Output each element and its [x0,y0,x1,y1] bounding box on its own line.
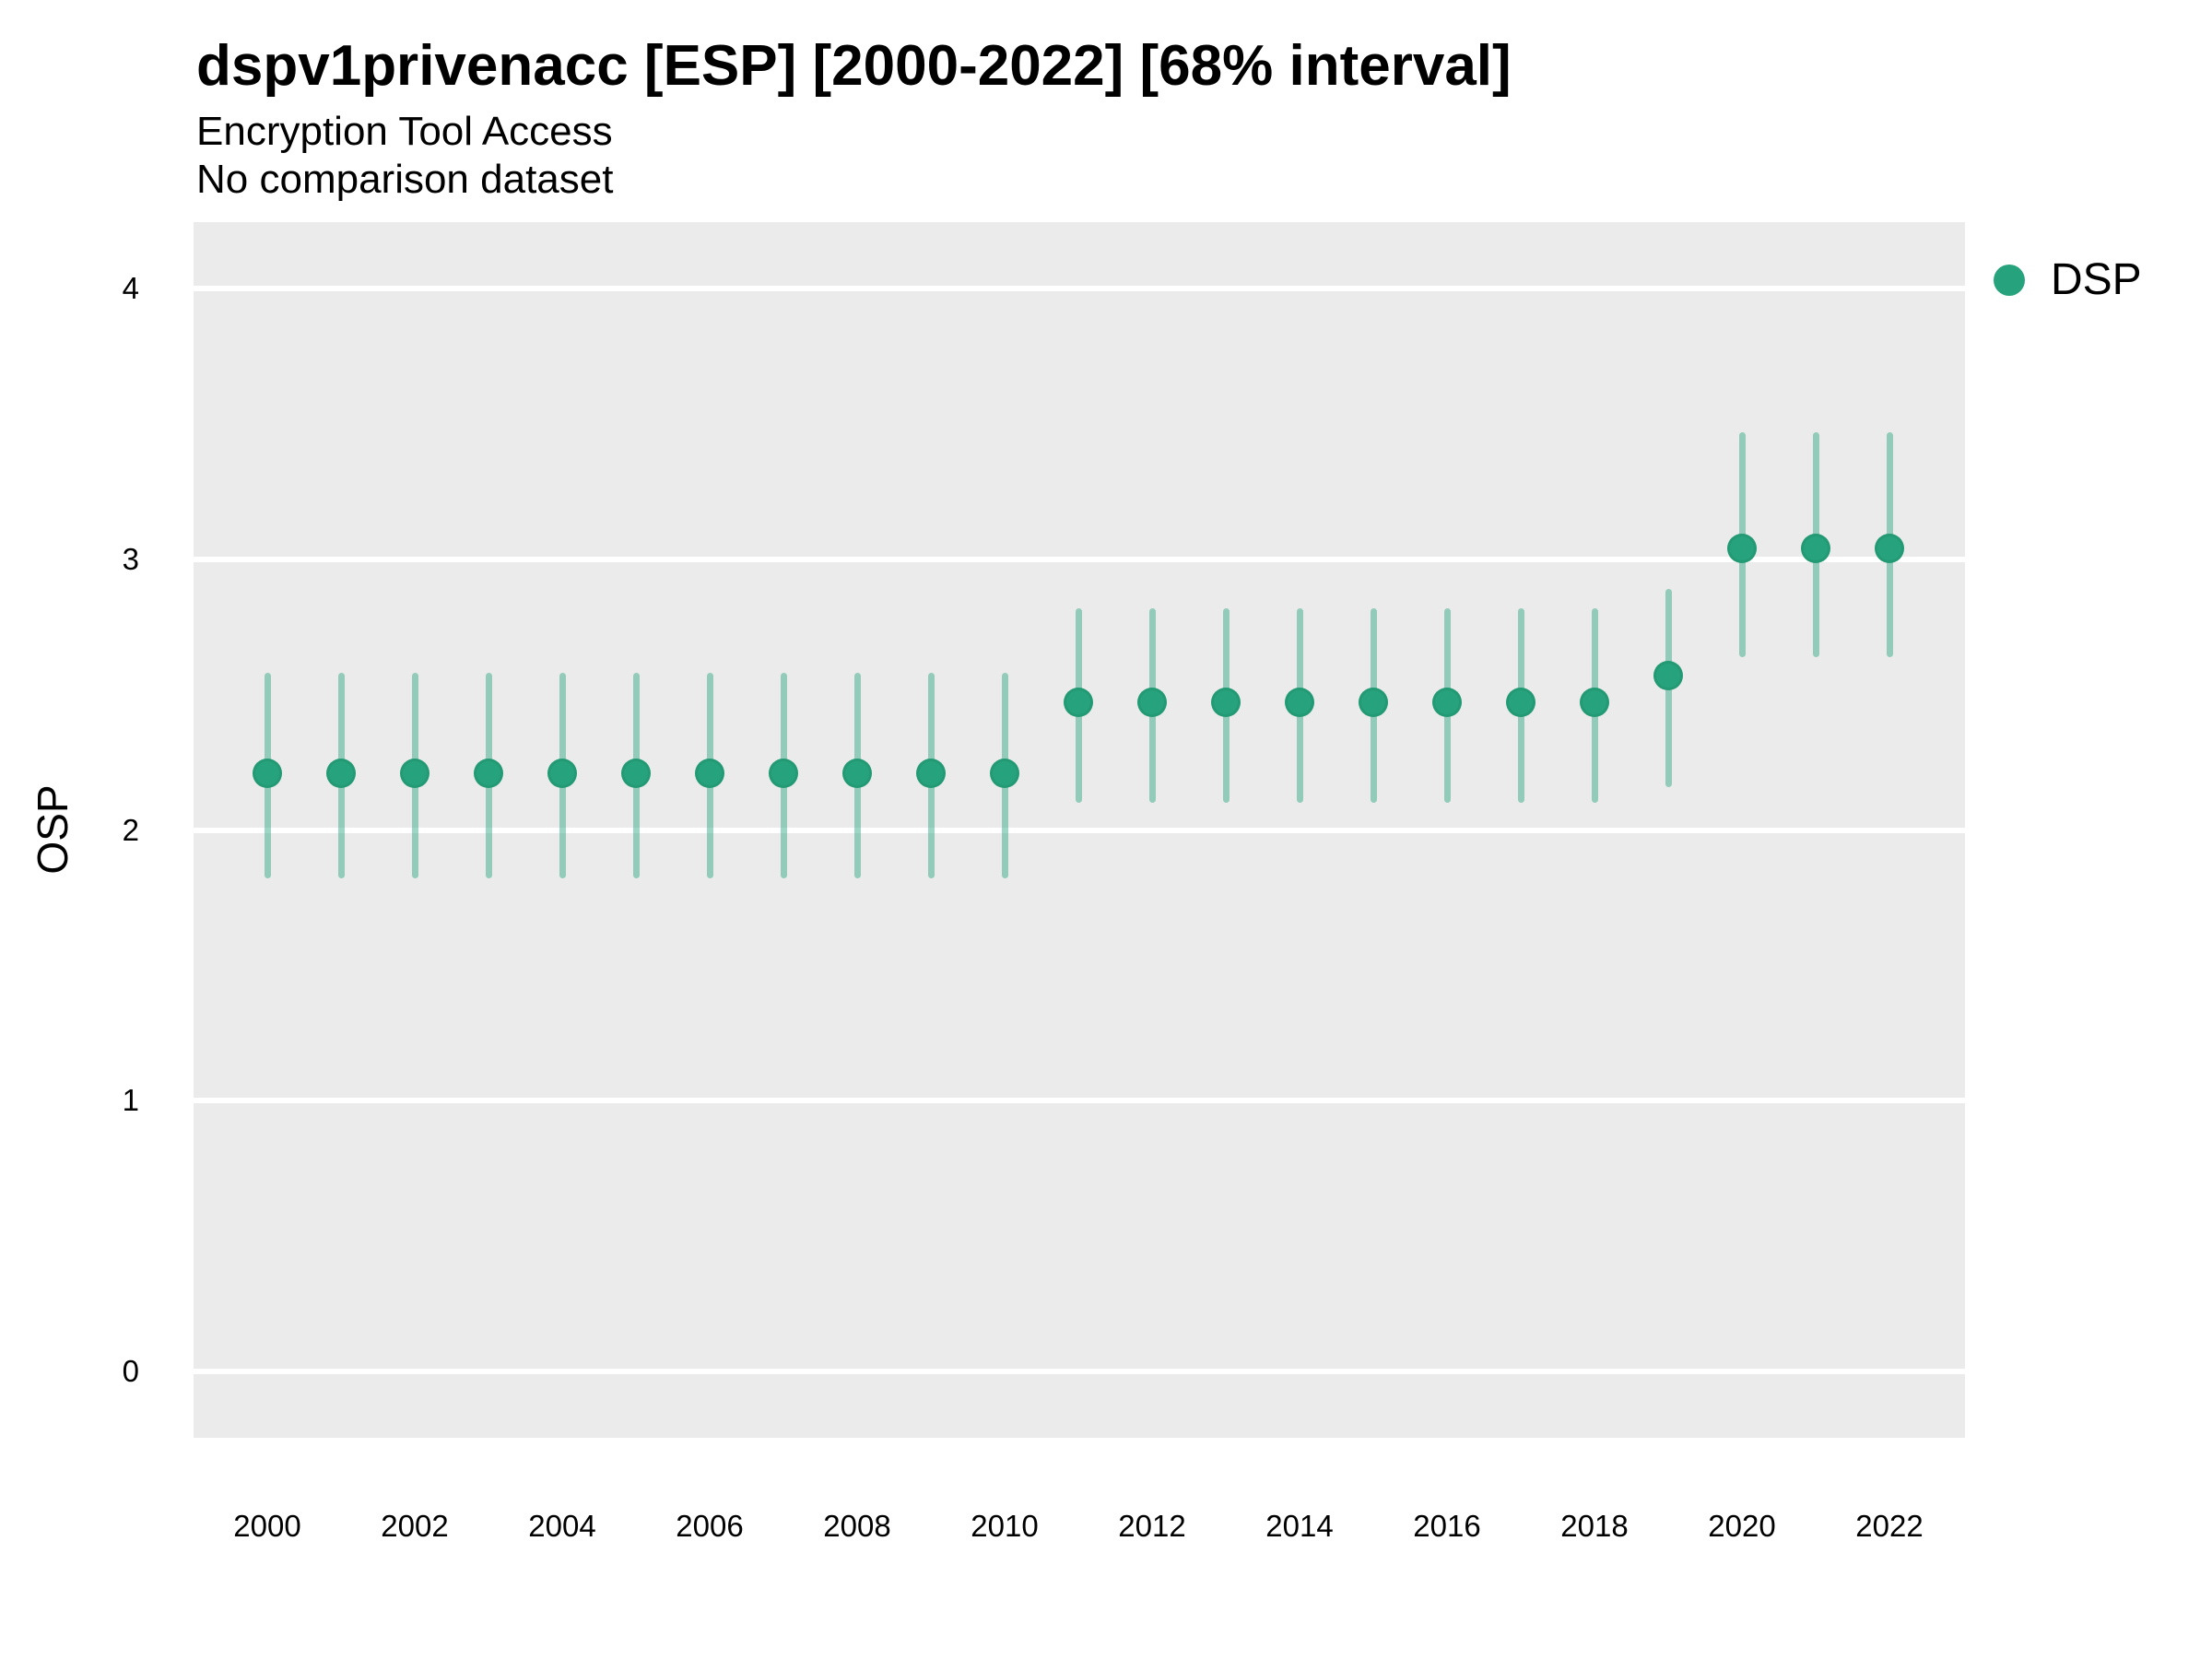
point-marker-2019 [1653,661,1683,691]
x-tick-label: 2002 [381,1509,449,1543]
point-marker-2022 [1875,534,1904,563]
point-marker-2005 [621,758,651,788]
gridline-y-2 [194,827,1965,833]
x-tick-label: 2016 [1413,1509,1481,1543]
x-tick-label: 2010 [971,1509,1039,1543]
point-marker-2011 [1064,688,1093,718]
legend-point-icon [1994,264,2025,296]
x-tick-label: 2006 [676,1509,744,1543]
point-marker-2021 [1801,534,1830,563]
point-marker-2020 [1727,534,1757,563]
plot-panel [194,222,1965,1438]
point-marker-2015 [1359,688,1388,718]
gridline-y-1 [194,1098,1965,1104]
y-tick-label: 3 [122,541,139,576]
point-marker-2009 [916,758,946,788]
point-marker-2016 [1432,688,1462,718]
gridline-y-0 [194,1369,1965,1374]
x-tick-label: 2020 [1708,1509,1776,1543]
gridline-y-3 [194,556,1965,562]
chart-comparison-note: No comparison dataset [196,157,614,202]
point-marker-2002 [400,758,429,788]
point-marker-2003 [474,758,503,788]
point-marker-2001 [326,758,356,788]
point-marker-2004 [547,758,577,788]
legend: DSP [1994,254,2142,305]
point-marker-2017 [1506,688,1535,718]
y-tick-label: 2 [122,812,139,847]
x-tick-label: 2008 [823,1509,891,1543]
x-tick-label: 2004 [528,1509,596,1543]
x-tick-label: 2012 [1118,1509,1186,1543]
point-marker-2018 [1580,688,1609,718]
x-tick-label: 2014 [1265,1509,1334,1543]
point-marker-2014 [1285,688,1314,718]
x-tick-label: 2022 [1855,1509,1924,1543]
point-marker-2008 [842,758,872,788]
legend-label: DSP [2051,255,2142,304]
y-tick-label: 1 [122,1083,139,1118]
point-marker-2012 [1137,688,1167,718]
point-marker-2000 [253,758,282,788]
y-tick-label: 0 [122,1354,139,1388]
chart-title: dspv1privenacc [ESP] [2000-2022] [68% in… [196,34,1512,98]
point-marker-2010 [990,758,1019,788]
chart-subtitle: Encryption Tool Access [196,109,613,154]
gridline-y-4 [194,286,1965,291]
point-marker-2006 [695,758,724,788]
x-tick-label: 2000 [233,1509,301,1543]
point-marker-2007 [769,758,798,788]
x-tick-label: 2018 [1560,1509,1629,1543]
point-marker-2013 [1211,688,1241,718]
y-tick-label: 4 [122,271,139,305]
